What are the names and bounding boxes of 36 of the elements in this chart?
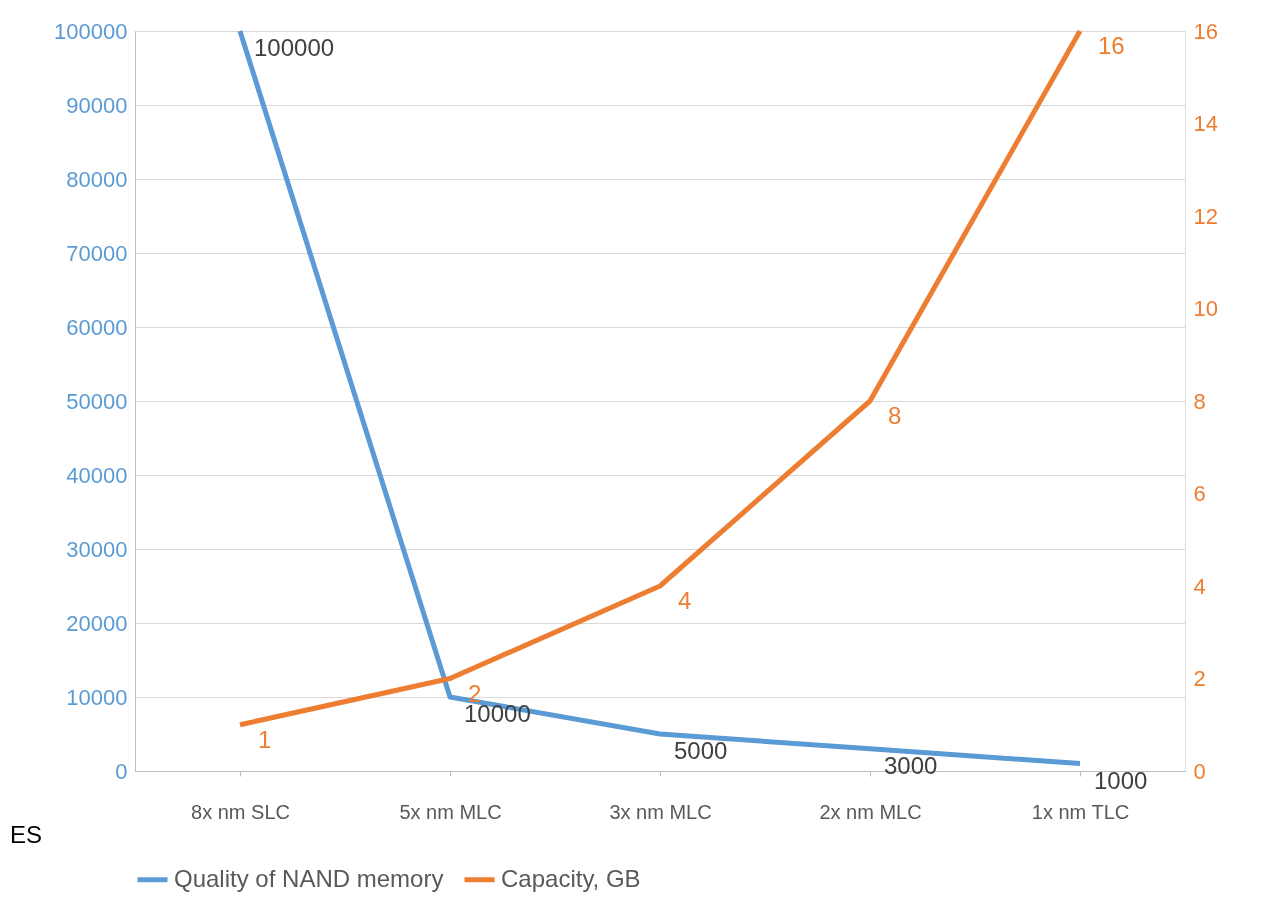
legend-label: Quality of NAND memory bbox=[174, 864, 444, 892]
data-label: 8 bbox=[888, 402, 902, 429]
y2-tick-label: 4 bbox=[1193, 573, 1206, 599]
y-tick-label: 20000 bbox=[66, 610, 128, 636]
y2-tick-label: 14 bbox=[1193, 111, 1218, 136]
y-tick-label: 40000 bbox=[66, 462, 128, 488]
y-tick-label: 90000 bbox=[66, 92, 128, 118]
y-tick-label: 30000 bbox=[66, 536, 128, 562]
data-label: 100000 bbox=[254, 34, 335, 61]
x-tick-label: 2x nm MLC bbox=[819, 800, 922, 823]
y-tick-label: 100000 bbox=[54, 18, 128, 44]
y2-tick-label: 0 bbox=[1193, 758, 1206, 784]
y-tick-label: 10000 bbox=[66, 684, 128, 710]
y-tick-label: 80000 bbox=[66, 166, 128, 192]
data-label: 3000 bbox=[884, 751, 938, 779]
y2-tick-label: 12 bbox=[1193, 203, 1218, 229]
data-label: 16 bbox=[1098, 32, 1125, 59]
legend-label: Capacity, GB bbox=[501, 864, 641, 892]
text: ES bbox=[10, 821, 43, 848]
y2-tick-label: 6 bbox=[1193, 481, 1206, 506]
y-tick-label: 0 bbox=[115, 758, 128, 784]
y-tick-label: 70000 bbox=[66, 240, 128, 266]
x-tick-label: 8x nm SLC bbox=[191, 800, 290, 823]
x-tick-label: 3x nm MLC bbox=[609, 800, 712, 823]
x-tick-label: 1x nm TLC bbox=[1031, 800, 1130, 823]
y2-tick-label: 2 bbox=[1193, 666, 1206, 691]
y2-tick-label: 8 bbox=[1193, 388, 1206, 414]
y2-tick-label: 10 bbox=[1193, 296, 1218, 321]
data-label: 4 bbox=[678, 587, 692, 614]
y-tick-label: 50000 bbox=[66, 388, 128, 414]
y-tick-label: 60000 bbox=[66, 314, 128, 340]
y2-tick-label: 16 bbox=[1193, 18, 1218, 44]
data-label: 5000 bbox=[674, 737, 728, 764]
data-label: 1000 bbox=[1094, 766, 1148, 794]
x-tick-label: 5x nm MLC bbox=[399, 800, 502, 823]
data-label: 1 bbox=[258, 725, 272, 753]
